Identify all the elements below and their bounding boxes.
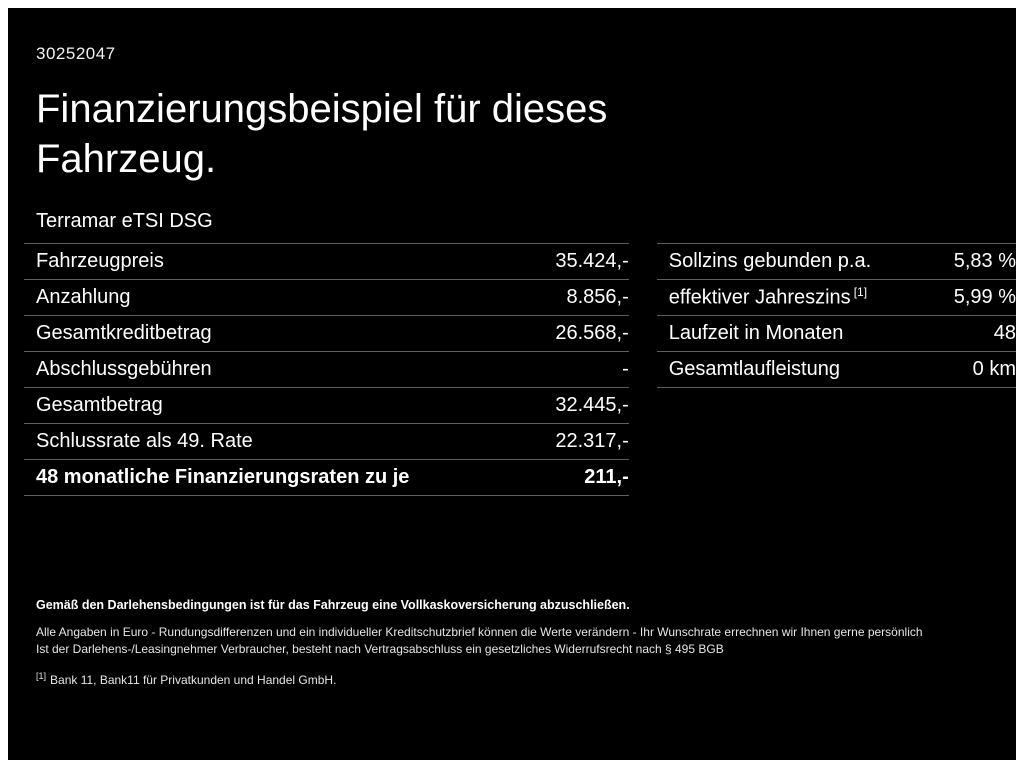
row-label: Gesamtkreditbetrag	[36, 322, 212, 344]
row-value: 5,99 %	[953, 286, 1016, 308]
row-value: 22.317,-	[555, 430, 629, 452]
row-label: Laufzeit in Monaten	[668, 322, 844, 344]
page-title-line2: Fahrzeug.	[36, 137, 217, 181]
row-label: 48 monatliche Finanzierungsraten zu je	[36, 466, 410, 488]
disclaimer: Gemäß den Darlehensbedingungen ist für d…	[36, 598, 988, 689]
table-row-abschlussgebuehren: Abschlussgebühren -	[24, 352, 629, 388]
row-label: Gesamtbetrag	[36, 394, 163, 416]
row-value: 211,-	[584, 466, 629, 488]
page-title-line1: Finanzierungsbeispiel für dieses	[36, 87, 608, 131]
table-row-gesamtbetrag: Gesamtbetrag 32.445,-	[24, 388, 629, 424]
table-row-schlussrate: Schlussrate als 49. Rate 22.317,-	[24, 424, 629, 460]
row-label: Abschlussgebühren	[36, 358, 212, 380]
financing-table-right: Sollzins gebunden p.a. 5,83 % effektiver…	[656, 243, 1016, 496]
row-value: 48	[993, 322, 1016, 344]
offer-id: 30252047	[36, 44, 116, 63]
page-title: Finanzierungsbeispiel für dieses Fahrzeug…	[8, 64, 1016, 184]
footnote-bank: [1] Bank 11, Bank11 für Privatkunden und …	[36, 668, 988, 689]
row-value: 8.856,-	[566, 286, 629, 308]
footnote-text: Bank 11, Bank11 für Privatkunden und Han…	[50, 673, 337, 687]
row-label: Gesamtlaufleistung	[668, 358, 840, 380]
table-row-gesamtkreditbetrag: Gesamtkreditbetrag 26.568,-	[24, 316, 629, 352]
table-row-fahrzeugpreis: Fahrzeugpreis 35.424,-	[24, 244, 629, 280]
row-label: Anzahlung	[36, 286, 131, 308]
table-row-laufzeit: Laufzeit in Monaten 48	[656, 316, 1016, 352]
financing-tables: Fahrzeugpreis 35.424,- Anzahlung 8.856,-…	[24, 243, 1016, 496]
table-row-effektiver-jahreszins: effektiver Jahreszins [1] 5,99 %	[656, 280, 1016, 316]
row-value: 0 km	[972, 358, 1016, 380]
row-label: Sollzins gebunden p.a.	[668, 250, 872, 272]
row-label: Schlussrate als 49. Rate	[36, 430, 253, 452]
table-row-anzahlung: Anzahlung 8.856,-	[24, 280, 629, 316]
footnote-ref: [1]	[853, 285, 868, 300]
footnote-marker: [1]	[36, 671, 47, 681]
vehicle-model: Terramar eTSI DSG	[36, 210, 213, 232]
disclaimer-widerruf-line: Ist der Darlehens-/Leasingnehmer Verbrau…	[36, 642, 724, 656]
row-value: 26.568,-	[555, 322, 629, 344]
row-label: effektiver Jahreszins [1]	[657, 285, 867, 310]
row-value: -	[622, 358, 629, 380]
financing-table-left: Fahrzeugpreis 35.424,- Anzahlung 8.856,-…	[24, 243, 629, 496]
row-value: 32.445,-	[555, 394, 629, 416]
table-row-gesamtlaufleistung: Gesamtlaufleistung 0 km	[656, 352, 1016, 388]
row-value: 5,83 %	[953, 250, 1016, 272]
table-row-sollzins: Sollzins gebunden p.a. 5,83 %	[656, 244, 1016, 280]
financing-slide: 30252047 Finanzierungsbeispiel für diese…	[8, 8, 1016, 760]
disclaimer-insurance-line: Gemäß den Darlehensbedingungen ist für d…	[36, 598, 630, 612]
disclaimer-euro-line: Alle Angaben in Euro - Rundungsdifferenz…	[36, 625, 923, 639]
row-value: 35.424,-	[555, 250, 629, 272]
row-label-text: effektiver Jahreszins	[668, 286, 851, 309]
table-row-monatsrate: 48 monatliche Finanzierungsraten zu je 2…	[24, 460, 629, 496]
row-label: Fahrzeugpreis	[36, 250, 164, 272]
